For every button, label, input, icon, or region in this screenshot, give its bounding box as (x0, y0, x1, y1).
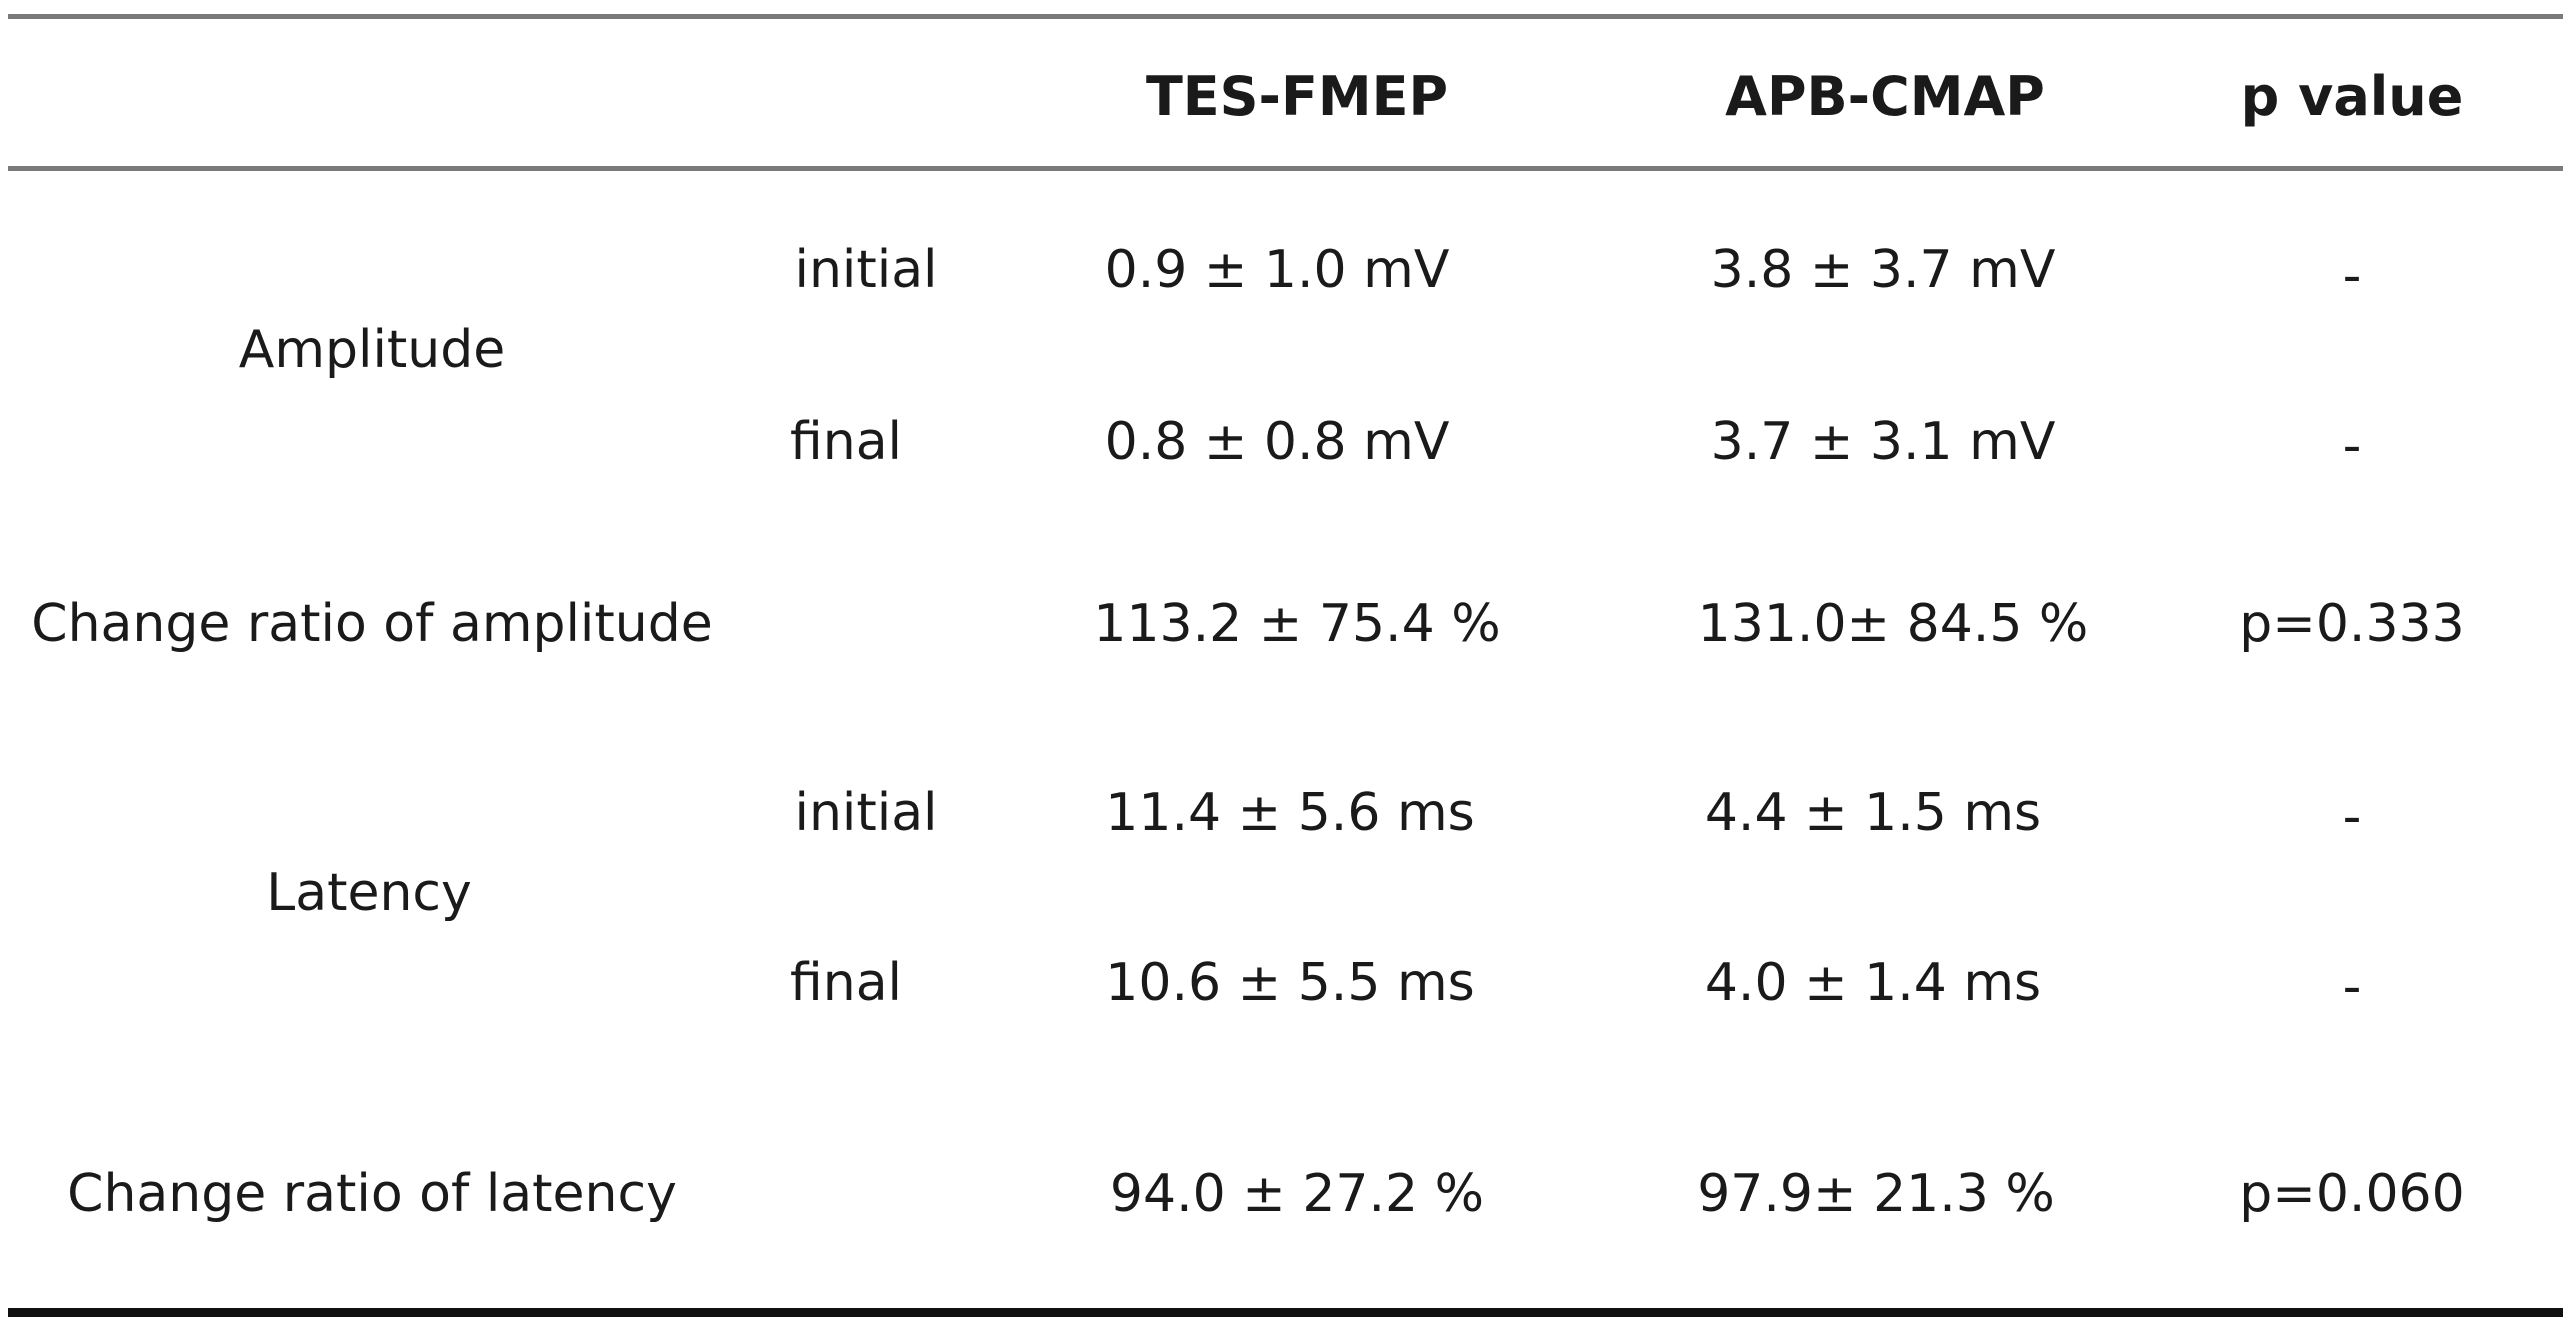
cell-tes-amplitude-initial: 0.9 ± 1.0 mV (1104, 240, 1450, 300)
row-label-amplitude: Amplitude (238, 320, 506, 380)
row-label-latency: Latency (266, 863, 472, 923)
cell-apb-amplitude-final: 3.7 ± 3.1 mV (1710, 412, 2056, 472)
cell-apb-change-ratio-latency: 97.9± 21.3 % (1697, 1164, 2055, 1224)
cell-tes-latency-initial: 11.4 ± 5.6 ms (1105, 783, 1475, 843)
sublabel-amplitude-final: final (789, 412, 903, 472)
header-p-value: p value (2240, 65, 2464, 128)
cell-apb-amplitude-initial: 3.8 ± 3.7 mV (1710, 240, 2056, 300)
cell-tes-change-ratio-latency: 94.0 ± 27.2 % (1109, 1164, 1485, 1224)
bottom-rule (8, 1308, 2563, 1317)
cell-tes-amplitude-final: 0.8 ± 0.8 mV (1104, 412, 1450, 472)
cell-p-amplitude-final: - (2342, 416, 2362, 476)
cell-p-change-ratio-amplitude: p=0.333 (2239, 594, 2465, 654)
sublabel-amplitude-initial: initial (794, 240, 938, 300)
sublabel-latency-initial: initial (794, 783, 938, 843)
cell-apb-change-ratio-amplitude: 131.0± 84.5 % (1697, 594, 2089, 654)
header-apb-cmap: APB-CMAP (1725, 65, 2045, 128)
cell-p-latency-final: - (2342, 957, 2362, 1017)
sublabel-latency-final: final (789, 953, 903, 1013)
top-rule (8, 14, 2563, 19)
row-label-change-ratio-amplitude: Change ratio of amplitude (31, 594, 713, 654)
cell-tes-latency-final: 10.6 ± 5.5 ms (1105, 953, 1475, 1013)
cell-p-latency-initial: - (2342, 787, 2362, 847)
header-tes-fmep: TES-FMEP (1145, 65, 1449, 128)
header-rule (8, 166, 2563, 171)
row-label-change-ratio-latency: Change ratio of latency (67, 1164, 677, 1224)
cell-tes-change-ratio-amplitude: 113.2 ± 75.4 % (1093, 594, 1501, 654)
cell-apb-latency-initial: 4.4 ± 1.5 ms (1704, 783, 2042, 843)
cell-p-amplitude-initial: - (2342, 246, 2362, 306)
cell-p-change-ratio-latency: p=0.060 (2239, 1164, 2465, 1224)
cell-apb-latency-final: 4.0 ± 1.4 ms (1704, 953, 2042, 1013)
